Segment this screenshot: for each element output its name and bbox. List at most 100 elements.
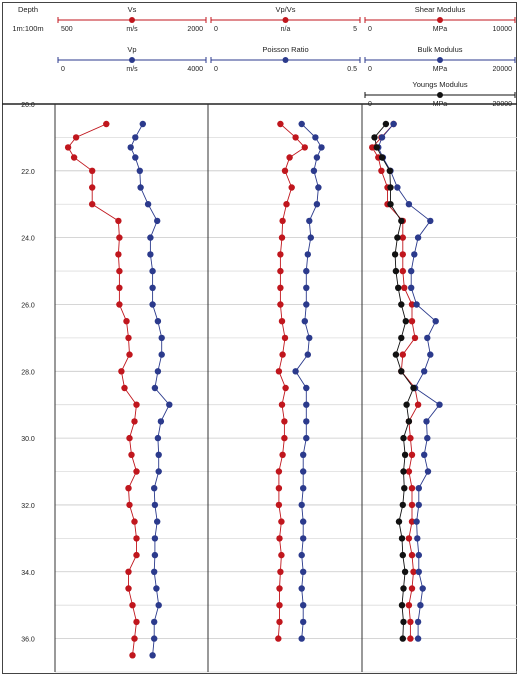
data-point xyxy=(292,134,299,141)
track-header-unit-label: n/a xyxy=(281,26,291,33)
data-point xyxy=(414,234,422,241)
data-point xyxy=(300,535,307,542)
data-point xyxy=(126,351,133,358)
data-point xyxy=(126,434,133,442)
data-point xyxy=(303,401,310,408)
data-point xyxy=(427,351,434,358)
data-point xyxy=(281,334,289,342)
data-point xyxy=(278,518,285,525)
data-point xyxy=(300,568,307,575)
data-point xyxy=(89,201,96,208)
data-point xyxy=(399,351,406,358)
data-point xyxy=(424,468,432,475)
data-point xyxy=(408,267,415,275)
data-point xyxy=(423,418,430,425)
track-header-min-label: 500 xyxy=(61,26,73,33)
data-point xyxy=(300,518,307,525)
data-point xyxy=(281,167,289,174)
data-point xyxy=(149,301,156,308)
data-point xyxy=(139,120,146,128)
data-point xyxy=(304,351,311,358)
data-point xyxy=(398,334,405,342)
data-point xyxy=(158,334,165,342)
data-point xyxy=(398,301,405,308)
data-point xyxy=(276,602,283,609)
data-point xyxy=(415,485,422,492)
depth-tick-label: 24.0 xyxy=(21,236,35,243)
data-point xyxy=(400,468,407,475)
depth-tick-label: 32.0 xyxy=(21,503,35,510)
data-point xyxy=(278,401,286,408)
data-point xyxy=(394,184,401,191)
data-point xyxy=(155,468,162,475)
depth-tick-label: 28.0 xyxy=(21,369,35,376)
data-point xyxy=(286,154,293,161)
data-point xyxy=(405,535,413,542)
data-point xyxy=(306,217,313,225)
data-point xyxy=(151,635,158,642)
data-point xyxy=(116,234,123,241)
data-point xyxy=(123,318,130,325)
data-point xyxy=(149,652,156,659)
track-header-max-label: 20000 xyxy=(493,66,513,73)
data-point xyxy=(303,384,310,392)
track-header-max-label: 20000 xyxy=(493,101,513,108)
data-point xyxy=(276,535,283,542)
data-point xyxy=(315,184,322,191)
data-point xyxy=(154,434,162,442)
track-header-marker xyxy=(129,17,135,23)
data-point xyxy=(415,501,422,509)
data-point xyxy=(432,318,439,325)
data-point xyxy=(313,154,321,161)
data-point xyxy=(89,167,96,174)
data-point xyxy=(371,134,378,141)
track-header-max-label: 10000 xyxy=(493,26,513,33)
series-poisson-ratio xyxy=(292,120,325,642)
series-line xyxy=(130,123,170,656)
data-point xyxy=(116,301,123,308)
data-point xyxy=(151,618,158,626)
data-point xyxy=(413,518,420,525)
data-point xyxy=(414,401,422,408)
data-point xyxy=(391,251,399,258)
data-point xyxy=(300,468,307,475)
data-point xyxy=(373,144,380,151)
data-point xyxy=(279,217,286,225)
data-point xyxy=(282,384,289,392)
data-point xyxy=(154,518,161,525)
data-point xyxy=(281,418,288,425)
series-line xyxy=(374,123,415,639)
track-header-title: Poisson Ratio xyxy=(262,45,308,54)
data-point xyxy=(131,418,138,425)
data-point xyxy=(400,434,407,442)
track-header-max-label: 0.5 xyxy=(347,66,357,73)
data-point xyxy=(158,351,165,358)
track-header-marker xyxy=(282,57,289,63)
data-point xyxy=(277,301,284,308)
data-point xyxy=(278,234,286,241)
track-header-title: Shear Modulus xyxy=(415,5,466,14)
data-point xyxy=(402,318,409,325)
series-bulk-modulus xyxy=(375,120,443,642)
data-point xyxy=(405,201,413,208)
data-point xyxy=(312,134,319,141)
series-line xyxy=(277,123,306,639)
data-point xyxy=(407,434,414,442)
data-point xyxy=(427,217,434,225)
data-point xyxy=(394,234,401,241)
series-vp xyxy=(127,120,173,659)
data-point xyxy=(151,535,159,542)
track-header-title: Youngs Modulus xyxy=(412,80,467,89)
track-header-title: Vp xyxy=(127,45,136,54)
data-point xyxy=(414,535,421,542)
data-point xyxy=(399,551,406,559)
data-point xyxy=(408,318,416,325)
data-point xyxy=(405,602,413,609)
data-point xyxy=(424,334,431,342)
data-point xyxy=(401,451,409,458)
data-point xyxy=(136,167,143,174)
data-point xyxy=(275,368,283,375)
track-header-title: Vp/Vs xyxy=(275,5,295,14)
data-point xyxy=(382,120,390,128)
data-point xyxy=(303,301,310,308)
